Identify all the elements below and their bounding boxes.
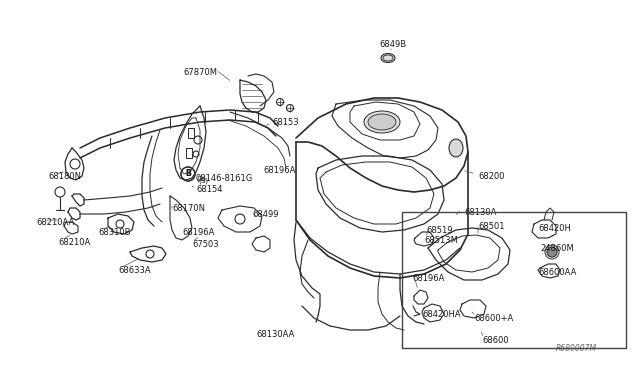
Ellipse shape — [368, 114, 396, 130]
Bar — [402, 212, 626, 348]
Text: 68153: 68153 — [272, 118, 299, 127]
Text: 68210A: 68210A — [58, 238, 90, 247]
Text: (3): (3) — [196, 176, 206, 183]
Text: B: B — [185, 170, 191, 179]
Text: B: B — [185, 170, 191, 179]
Text: 68600: 68600 — [482, 336, 509, 345]
Text: 68170N: 68170N — [172, 204, 205, 213]
Text: 68600+A: 68600+A — [474, 314, 513, 323]
Text: 68196A: 68196A — [412, 274, 444, 283]
Text: 68130A: 68130A — [464, 208, 497, 217]
Text: 6849B: 6849B — [380, 40, 406, 49]
Text: 08146-8161G: 08146-8161G — [195, 174, 252, 183]
Ellipse shape — [449, 139, 463, 157]
Text: 68196A: 68196A — [263, 166, 296, 175]
Text: 68200: 68200 — [478, 172, 504, 181]
Text: 68420H: 68420H — [538, 224, 571, 233]
Text: 24860M: 24860M — [540, 244, 573, 253]
Text: 68600AA: 68600AA — [538, 268, 577, 277]
Text: 67503: 67503 — [192, 240, 219, 249]
Text: 68310B: 68310B — [98, 228, 131, 237]
Text: (3): (3) — [198, 178, 208, 185]
Text: 68130AA: 68130AA — [257, 330, 295, 339]
Text: 67870M: 67870M — [183, 68, 217, 77]
Text: 68154: 68154 — [196, 185, 223, 194]
Text: 68196A: 68196A — [182, 228, 214, 237]
Text: 68513M: 68513M — [424, 236, 458, 245]
Text: 68519: 68519 — [426, 226, 452, 235]
Text: 68633A: 68633A — [118, 266, 150, 275]
Ellipse shape — [547, 247, 557, 257]
Ellipse shape — [364, 111, 400, 133]
Text: R680007M: R680007M — [556, 344, 597, 353]
Text: 68210AA: 68210AA — [36, 218, 74, 227]
Text: 68420HA: 68420HA — [422, 310, 461, 319]
Ellipse shape — [381, 54, 395, 62]
Text: 68501: 68501 — [478, 222, 504, 231]
Text: 68180N: 68180N — [48, 172, 81, 181]
Text: 68499: 68499 — [252, 210, 278, 219]
